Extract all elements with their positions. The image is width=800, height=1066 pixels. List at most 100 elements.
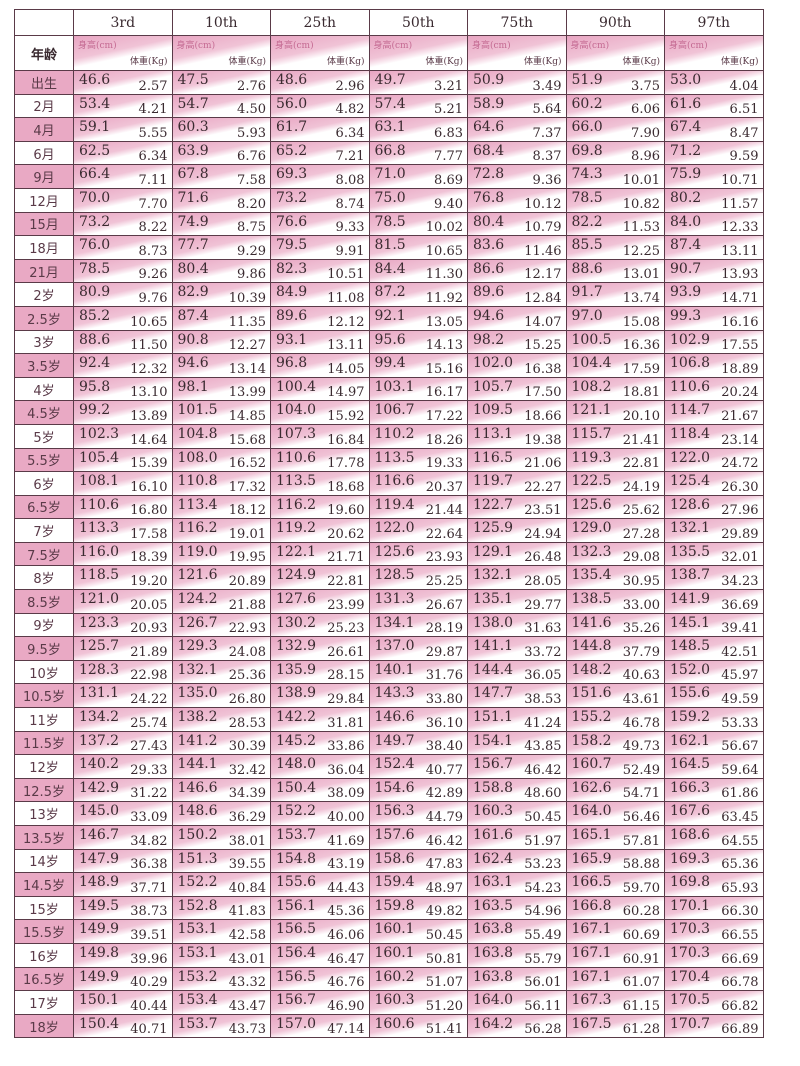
weight-value: 28.05	[524, 574, 562, 590]
diagonal-split: 119.0 19.95	[172, 542, 270, 566]
diagonal-split: 107.3 16.84	[271, 424, 369, 448]
weight-value: 7.58	[237, 172, 266, 188]
value-cell: 138.0 31.63	[467, 612, 567, 638]
weight-value: 6.34	[138, 149, 168, 165]
weight-value: 55.79	[524, 951, 562, 967]
height-value: 149.8	[79, 944, 120, 961]
table-row: 7岁 113.3 17.58 116.2 19.01 119.2 20.62 122.0 22.…	[14, 518, 764, 543]
age-cell: 12岁	[14, 754, 74, 779]
diagonal-split: 134.1 28.19	[369, 613, 467, 637]
weight-value: 66.69	[721, 951, 759, 967]
value-cell: 151.6 43.61	[565, 683, 665, 709]
height-value: 123.3	[79, 614, 120, 631]
height-value: 129.3	[177, 638, 218, 655]
weight-value: 39.51	[130, 927, 168, 943]
weight-value: 13.74	[622, 290, 660, 306]
weight-value: 6.34	[335, 125, 365, 141]
diagonal-split: 77.7 9.29	[172, 236, 270, 259]
weight-value: 66.82	[721, 998, 759, 1014]
diagonal-split: 80.2 11.57	[665, 188, 763, 212]
diagonal-split: 64.6 7.37	[468, 118, 566, 141]
weight-value: 49.59	[721, 692, 759, 708]
table-row: 16.5岁 149.9 40.29 153.2 43.32 156.5 46.76 160.2…	[14, 966, 764, 992]
weight-value: 12.32	[130, 361, 168, 377]
weight-value: 18.26	[425, 432, 463, 448]
weight-value: 10.65	[425, 243, 463, 259]
age-cell: 16.5岁	[14, 966, 74, 992]
diagonal-split: 152.2 40.84	[172, 873, 270, 896]
diagonal-split: 53.4 4.21	[74, 94, 172, 118]
height-value: 163.8	[473, 968, 514, 985]
weight-value: 16.36	[622, 338, 660, 354]
diagonal-split: 101.5 14.85	[172, 401, 270, 424]
value-cell: 122.7 23.51	[467, 494, 567, 520]
table-row: 4.5岁 99.2 13.89 101.5 14.85 104.0 15.92 106.7 17…	[14, 400, 764, 425]
height-unit-label: 身高(cm)	[176, 41, 216, 51]
table-row: 13岁 145.0 33.09 148.6 36.29 152.2 40.00 156.3 44…	[14, 801, 764, 826]
diagonal-split: 87.4 13.11	[665, 236, 763, 259]
height-value: 59.1	[79, 119, 111, 136]
value-cell: 152.2 40.00	[270, 801, 370, 826]
value-cell: 145.2 33.86	[270, 730, 370, 756]
diagonal-split: 138.0 31.63	[468, 613, 566, 637]
weight-value: 11.08	[327, 290, 365, 306]
age-cell: 11岁	[14, 707, 74, 732]
weight-value: 6.51	[729, 102, 759, 118]
height-value: 95.8	[79, 378, 111, 395]
height-value: 122.0	[374, 520, 415, 537]
diagonal-split: 110.2 18.26	[369, 424, 467, 448]
diagonal-split: 154.1 43.85	[468, 731, 566, 755]
value-cell: 80.9 9.76	[73, 282, 173, 307]
value-cell: 162.1 56.67	[664, 730, 764, 756]
height-value: 132.1	[177, 661, 218, 678]
value-cell: 170.5 66.82	[664, 990, 764, 1015]
weight-value: 34.23	[721, 574, 759, 590]
height-value: 89.6	[473, 284, 505, 301]
height-value: 106.8	[670, 355, 711, 372]
value-cell: 156.1 45.36	[270, 895, 370, 921]
value-cell: 82.2 11.53	[565, 211, 665, 237]
value-cell: 150.4 40.71	[73, 1013, 173, 1039]
weight-value: 9.36	[532, 172, 562, 188]
value-cell: 154.1 43.85	[467, 730, 567, 756]
weight-value: 43.85	[524, 739, 562, 755]
diagonal-split: 113.5 18.68	[271, 472, 369, 495]
diagonal-split: 132.1 29.89	[665, 519, 763, 542]
weight-value: 17.78	[327, 456, 365, 472]
weight-value: 31.81	[327, 715, 365, 731]
value-cell: 149.7 38.40	[368, 730, 468, 756]
value-cell: 118.5 19.20	[73, 565, 173, 591]
weight-value: 33.80	[425, 692, 463, 708]
value-cell: 105.4 15.39	[73, 447, 173, 473]
diagonal-split: 145.0 33.09	[74, 802, 172, 825]
height-value: 102.3	[79, 425, 120, 442]
diagonal-split: 85.5 12.25	[566, 236, 664, 259]
weight-value: 12.27	[228, 338, 266, 354]
weight-value: 5.93	[237, 125, 266, 141]
weight-value: 39.41	[721, 621, 759, 637]
weight-unit-label: 体重(Kg)	[720, 57, 759, 67]
age-cell: 9岁	[14, 612, 74, 638]
diagonal-split: 96.8 14.05	[271, 354, 369, 377]
height-value: 160.7	[571, 756, 612, 773]
weight-unit-label: 体重(Kg)	[425, 57, 463, 67]
height-value: 106.7	[374, 402, 415, 419]
weight-value: 43.61	[622, 692, 660, 708]
value-cell: 126.7 22.93	[171, 612, 271, 638]
weight-value: 6.06	[631, 102, 660, 118]
height-value: 108.1	[79, 473, 120, 490]
age-cell: 6月	[14, 140, 74, 166]
age-cell: 21月	[14, 258, 74, 284]
diagonal-split: 125.9 24.94	[468, 519, 566, 542]
diagonal-split: 56.0 4.82	[271, 94, 369, 118]
weight-value: 15.39	[130, 456, 168, 472]
weight-value: 59.64	[721, 762, 759, 778]
value-cell: 73.2 8.22	[73, 211, 173, 237]
value-cell: 170.7 66.89	[664, 1013, 764, 1039]
weight-value: 46.76	[327, 975, 365, 991]
weight-value: 8.75	[237, 220, 266, 236]
weight-value: 32.42	[228, 762, 266, 778]
diagonal-split: 119.2 20.62	[271, 519, 369, 542]
weight-value: 22.64	[425, 526, 463, 542]
value-cell: 107.3 16.84	[270, 423, 370, 449]
